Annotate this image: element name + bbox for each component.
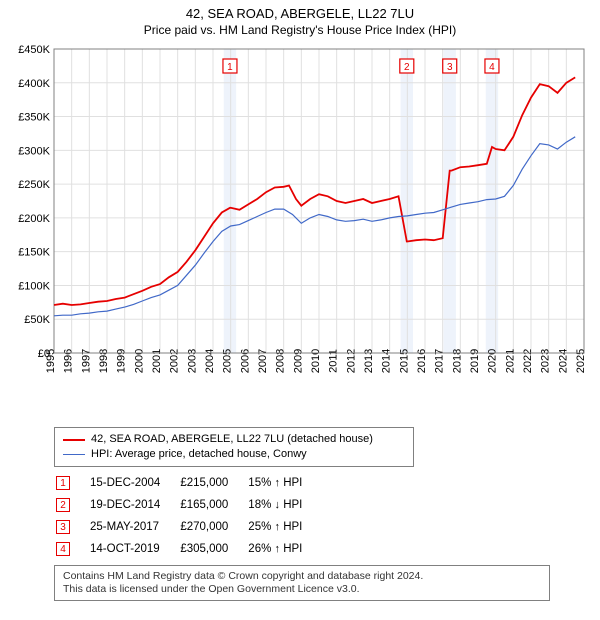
- svg-text:2001: 2001: [151, 349, 163, 373]
- svg-text:2008: 2008: [275, 349, 287, 373]
- sale-marker-3: 3: [56, 520, 70, 534]
- svg-text:2023: 2023: [540, 349, 552, 373]
- sale-price: £270,000: [180, 517, 246, 537]
- svg-text:2007: 2007: [257, 349, 269, 373]
- footer-line-2: This data is licensed under the Open Gov…: [63, 583, 541, 596]
- svg-text:2012: 2012: [345, 349, 357, 373]
- svg-text:£300K: £300K: [18, 145, 50, 157]
- svg-text:£100K: £100K: [18, 280, 50, 292]
- sale-date: 15-DEC-2004: [90, 473, 178, 493]
- sale-price: £305,000: [180, 539, 246, 559]
- svg-text:2016: 2016: [416, 349, 428, 373]
- sale-marker-4: 4: [56, 542, 70, 556]
- sale-date: 14-OCT-2019: [90, 539, 178, 559]
- chart-title: 42, SEA ROAD, ABERGELE, LL22 7LU: [8, 6, 592, 21]
- svg-text:2006: 2006: [239, 349, 251, 373]
- svg-text:£50K: £50K: [24, 314, 50, 326]
- svg-text:1: 1: [227, 62, 233, 73]
- svg-text:3: 3: [447, 62, 453, 73]
- svg-text:£400K: £400K: [18, 78, 50, 90]
- legend-swatch-blue: [63, 454, 85, 455]
- svg-text:1996: 1996: [63, 349, 75, 373]
- svg-text:2014: 2014: [381, 349, 393, 373]
- svg-text:£450K: £450K: [18, 44, 50, 56]
- sale-row: 2 19-DEC-2014£165,00018% ↓ HPI: [56, 495, 320, 515]
- svg-text:1995: 1995: [45, 349, 57, 373]
- legend-label-red: 42, SEA ROAD, ABERGELE, LL22 7LU (detach…: [91, 432, 373, 447]
- svg-text:2000: 2000: [133, 349, 145, 373]
- svg-text:2002: 2002: [169, 349, 181, 373]
- footer-box: Contains HM Land Registry data © Crown c…: [54, 565, 550, 601]
- sale-pct: 26% ↑ HPI: [248, 539, 320, 559]
- svg-text:2015: 2015: [398, 349, 410, 373]
- svg-text:2009: 2009: [292, 349, 304, 373]
- sale-pct: 18% ↓ HPI: [248, 495, 320, 515]
- legend-label-blue: HPI: Average price, detached house, Conw…: [91, 447, 307, 462]
- sale-row: 1 15-DEC-2004£215,00015% ↑ HPI: [56, 473, 320, 493]
- svg-text:2025: 2025: [575, 349, 587, 373]
- sale-marker-1: 1: [56, 476, 70, 490]
- chart-area: £0£50K£100K£150K£200K£250K£300K£350K£400…: [8, 43, 592, 423]
- svg-text:2005: 2005: [222, 349, 234, 373]
- svg-text:2022: 2022: [522, 349, 534, 373]
- svg-text:£250K: £250K: [18, 179, 50, 191]
- svg-text:1998: 1998: [98, 349, 110, 373]
- svg-text:1999: 1999: [116, 349, 128, 373]
- svg-text:2020: 2020: [487, 349, 499, 373]
- sale-row: 3 25-MAY-2017£270,00025% ↑ HPI: [56, 517, 320, 537]
- svg-text:2021: 2021: [504, 349, 516, 373]
- svg-text:2003: 2003: [186, 349, 198, 373]
- sale-pct: 15% ↑ HPI: [248, 473, 320, 493]
- svg-text:1997: 1997: [80, 349, 92, 373]
- svg-text:2018: 2018: [451, 349, 463, 373]
- legend-item-red: 42, SEA ROAD, ABERGELE, LL22 7LU (detach…: [63, 432, 405, 447]
- sale-pct: 25% ↑ HPI: [248, 517, 320, 537]
- svg-text:2004: 2004: [204, 349, 216, 373]
- legend-item-blue: HPI: Average price, detached house, Conw…: [63, 447, 405, 462]
- svg-text:£350K: £350K: [18, 112, 50, 124]
- sale-price: £215,000: [180, 473, 246, 493]
- svg-text:2010: 2010: [310, 349, 322, 373]
- svg-text:2013: 2013: [363, 349, 375, 373]
- legend-box: 42, SEA ROAD, ABERGELE, LL22 7LU (detach…: [54, 427, 414, 467]
- svg-text:2024: 2024: [557, 349, 569, 373]
- sales-table: 1 15-DEC-2004£215,00015% ↑ HPI 2 19-DEC-201…: [54, 471, 322, 561]
- svg-text:2019: 2019: [469, 349, 481, 373]
- svg-text:2: 2: [404, 62, 410, 73]
- svg-text:£150K: £150K: [18, 247, 50, 259]
- sale-date: 25-MAY-2017: [90, 517, 178, 537]
- svg-text:£200K: £200K: [18, 213, 50, 225]
- svg-text:2017: 2017: [434, 349, 446, 373]
- legend-swatch-red: [63, 439, 85, 441]
- sale-date: 19-DEC-2014: [90, 495, 178, 515]
- sale-row: 4 14-OCT-2019£305,00026% ↑ HPI: [56, 539, 320, 559]
- footer-line-1: Contains HM Land Registry data © Crown c…: [63, 570, 541, 583]
- svg-text:4: 4: [489, 62, 495, 73]
- sale-price: £165,000: [180, 495, 246, 515]
- sale-marker-2: 2: [56, 498, 70, 512]
- chart-subtitle: Price paid vs. HM Land Registry's House …: [8, 23, 592, 37]
